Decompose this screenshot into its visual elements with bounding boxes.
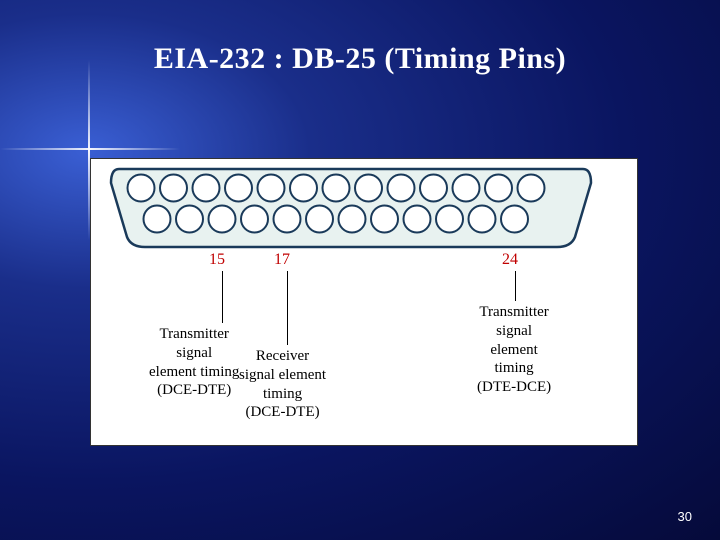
leader-line bbox=[515, 271, 516, 301]
pin-description: Receiver signal element timing (DCE-DTE) bbox=[239, 347, 326, 422]
pin-description: Transmitter signal element timing (DCE-D… bbox=[149, 325, 239, 400]
leader-line bbox=[287, 271, 288, 345]
db25-connector bbox=[91, 159, 639, 255]
diagram-figure: 15 Transmitter signal element timing (DCE… bbox=[90, 158, 638, 446]
slide-title: EIA-232 : DB-25 (Timing Pins) bbox=[0, 42, 720, 76]
pin-number-label: 15 bbox=[209, 251, 225, 269]
flare-horizontal bbox=[0, 148, 180, 150]
pin-number-label: 17 bbox=[274, 251, 290, 269]
pin-number-label: 24 bbox=[502, 251, 518, 269]
slide-number: 30 bbox=[678, 509, 692, 524]
pin-description: Transmitter signal element timing (DTE-D… bbox=[477, 303, 551, 397]
leader-line bbox=[222, 271, 223, 323]
